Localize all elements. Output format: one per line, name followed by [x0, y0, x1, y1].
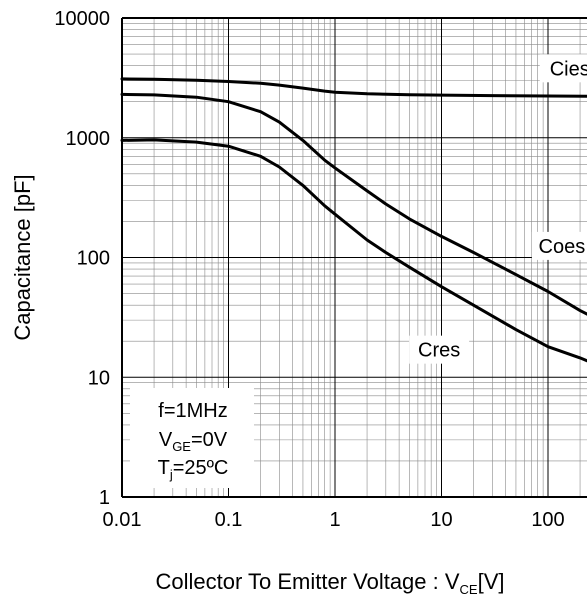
- x-tick-label: 10: [430, 509, 452, 531]
- condition-line: Tj=25ºC: [158, 457, 229, 482]
- y-tick-label: 100: [77, 248, 110, 270]
- x-axis-title: Collector To Emitter Voltage : VCE[V]: [155, 569, 504, 597]
- x-tick-label: 0.01: [103, 509, 142, 531]
- series-label-bg-coes: [531, 231, 587, 260]
- y-tick-label: 10000: [54, 8, 110, 30]
- series-line-cres: [120, 138, 587, 363]
- series-label-cres: Cres: [418, 340, 460, 362]
- series-label-bg-cres: [409, 335, 470, 364]
- test-conditions: f=1MHz VGE=0V Tj=25ºC: [130, 388, 254, 488]
- series-line-cies: [120, 77, 587, 98]
- series-line-coes: [120, 92, 587, 316]
- series-label-bg-cies: [539, 54, 587, 83]
- x-tick-label: 100: [531, 509, 564, 531]
- y-tick-labels: 1 10 100 1000 10000: [54, 8, 110, 509]
- x-tick-label: 0.1: [215, 509, 243, 531]
- series-layer: [120, 77, 587, 363]
- condition-line: VGE=0V: [159, 429, 228, 454]
- y-tick-label: 1000: [66, 128, 111, 150]
- x-tick-labels: 0.01 0.1 1 10 100: [103, 509, 565, 531]
- y-tick-label: 10: [88, 367, 110, 389]
- conditions-background: [130, 388, 254, 488]
- y-tick-label: 1: [99, 487, 110, 509]
- series-labels: Cies Coes Cres: [409, 54, 587, 364]
- y-axis-title: Capacitance [pF]: [10, 174, 35, 340]
- x-tick-label: 1: [329, 509, 340, 531]
- condition-line: f=1MHz: [158, 400, 227, 422]
- series-label-cies: Cies: [550, 58, 587, 80]
- series-label-coes: Coes: [539, 236, 586, 258]
